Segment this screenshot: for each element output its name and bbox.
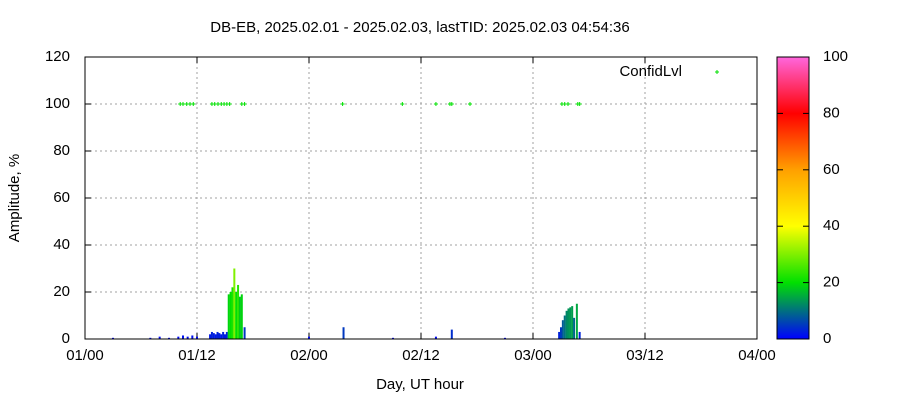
impulse-bar [227, 294, 230, 339]
impulse-bar [504, 337, 506, 339]
impulse-bar [243, 327, 246, 339]
chart-title: DB-EB, 2025.02.01 - 2025.02.03, lastTID:… [210, 19, 629, 36]
legend-marker [715, 70, 719, 74]
impulse-bar [191, 335, 194, 339]
impulse-bar [224, 334, 226, 339]
y-tick-label: 120 [45, 48, 70, 65]
impulse-bar [209, 334, 212, 339]
impulse-bar [308, 336, 310, 339]
impulse-bar [231, 287, 234, 339]
impulse-bar [560, 327, 562, 339]
x-tick-label: 04/00 [738, 347, 776, 364]
y-tick-label: 80 [53, 142, 70, 159]
x-axis-label: Day, UT hour [376, 376, 464, 393]
x-tick-label: 01/00 [66, 347, 104, 364]
impulse-bar [237, 284, 240, 339]
impulse-bar [149, 337, 152, 339]
colorbar [776, 56, 810, 340]
point [181, 102, 185, 106]
colorbar-tick-label: 60 [823, 161, 840, 178]
x-tick-label: 02/12 [402, 347, 440, 364]
impulse-bar [177, 336, 180, 339]
point [566, 102, 570, 106]
impulse-bar [238, 296, 241, 339]
impulse-bar [220, 334, 223, 339]
impulse-bar [578, 331, 581, 339]
x-tick-label: 03/12 [626, 347, 664, 364]
impulse-bar [222, 331, 225, 339]
x-tick-label: 02/00 [290, 347, 328, 364]
impulse-bar [563, 315, 566, 339]
impulse-bar [233, 268, 236, 339]
point [242, 102, 247, 106]
impulse-bar [225, 331, 228, 339]
impulse-bar [558, 331, 561, 339]
point [400, 102, 405, 106]
y-axis-label: Amplitude, % [6, 154, 23, 242]
impulse-bar [196, 336, 198, 339]
colorbar-tick-label: 40 [823, 217, 840, 234]
point [227, 102, 232, 106]
impulse-bar [450, 329, 453, 339]
colorbar-tick-label: 80 [823, 104, 840, 121]
impulse-bar [573, 317, 576, 339]
impulse-bar [569, 307, 572, 339]
colorbar-tick-label: 0 [823, 330, 831, 347]
y-tick-label: 20 [53, 283, 70, 300]
point [468, 102, 472, 106]
y-tick-label: 60 [53, 189, 70, 206]
legend-label: ConfidLvl [619, 63, 682, 80]
point [433, 102, 438, 106]
impulse-bar [575, 303, 578, 339]
impulse-bar [229, 292, 232, 339]
point [577, 102, 582, 106]
impulse-bar [392, 337, 394, 339]
plot-border [84, 56, 758, 340]
y-tick-label: 40 [53, 236, 70, 253]
impulse-bar [434, 336, 437, 339]
impulse-bar [218, 333, 221, 339]
impulse-bar [565, 310, 568, 339]
y-tick-label: 0 [62, 330, 70, 347]
colorbar-tick-label: 20 [823, 274, 840, 291]
point [340, 102, 345, 106]
point [191, 102, 196, 106]
impulse-bar [212, 333, 215, 339]
impulse-bar [158, 336, 161, 339]
impulse-bar [186, 336, 189, 339]
x-tick-label: 03/00 [514, 347, 552, 364]
impulse-bar [168, 337, 170, 339]
y-tick-label: 100 [45, 95, 70, 112]
impulse-bar [112, 337, 114, 339]
impulse-bar [561, 320, 564, 339]
point [449, 102, 454, 106]
x-tick-label: 01/12 [178, 347, 216, 364]
impulse-bar [216, 331, 219, 339]
impulse-bar [235, 292, 238, 339]
impulse-bar [240, 294, 243, 339]
impulse-bar [342, 327, 345, 339]
impulse-bar [214, 334, 217, 339]
colorbar-tick-label: 100 [823, 48, 848, 65]
impulse-bar [182, 335, 184, 339]
impulse-bar [210, 331, 213, 339]
impulse-bar [571, 306, 574, 339]
impulse-bar [567, 308, 570, 339]
